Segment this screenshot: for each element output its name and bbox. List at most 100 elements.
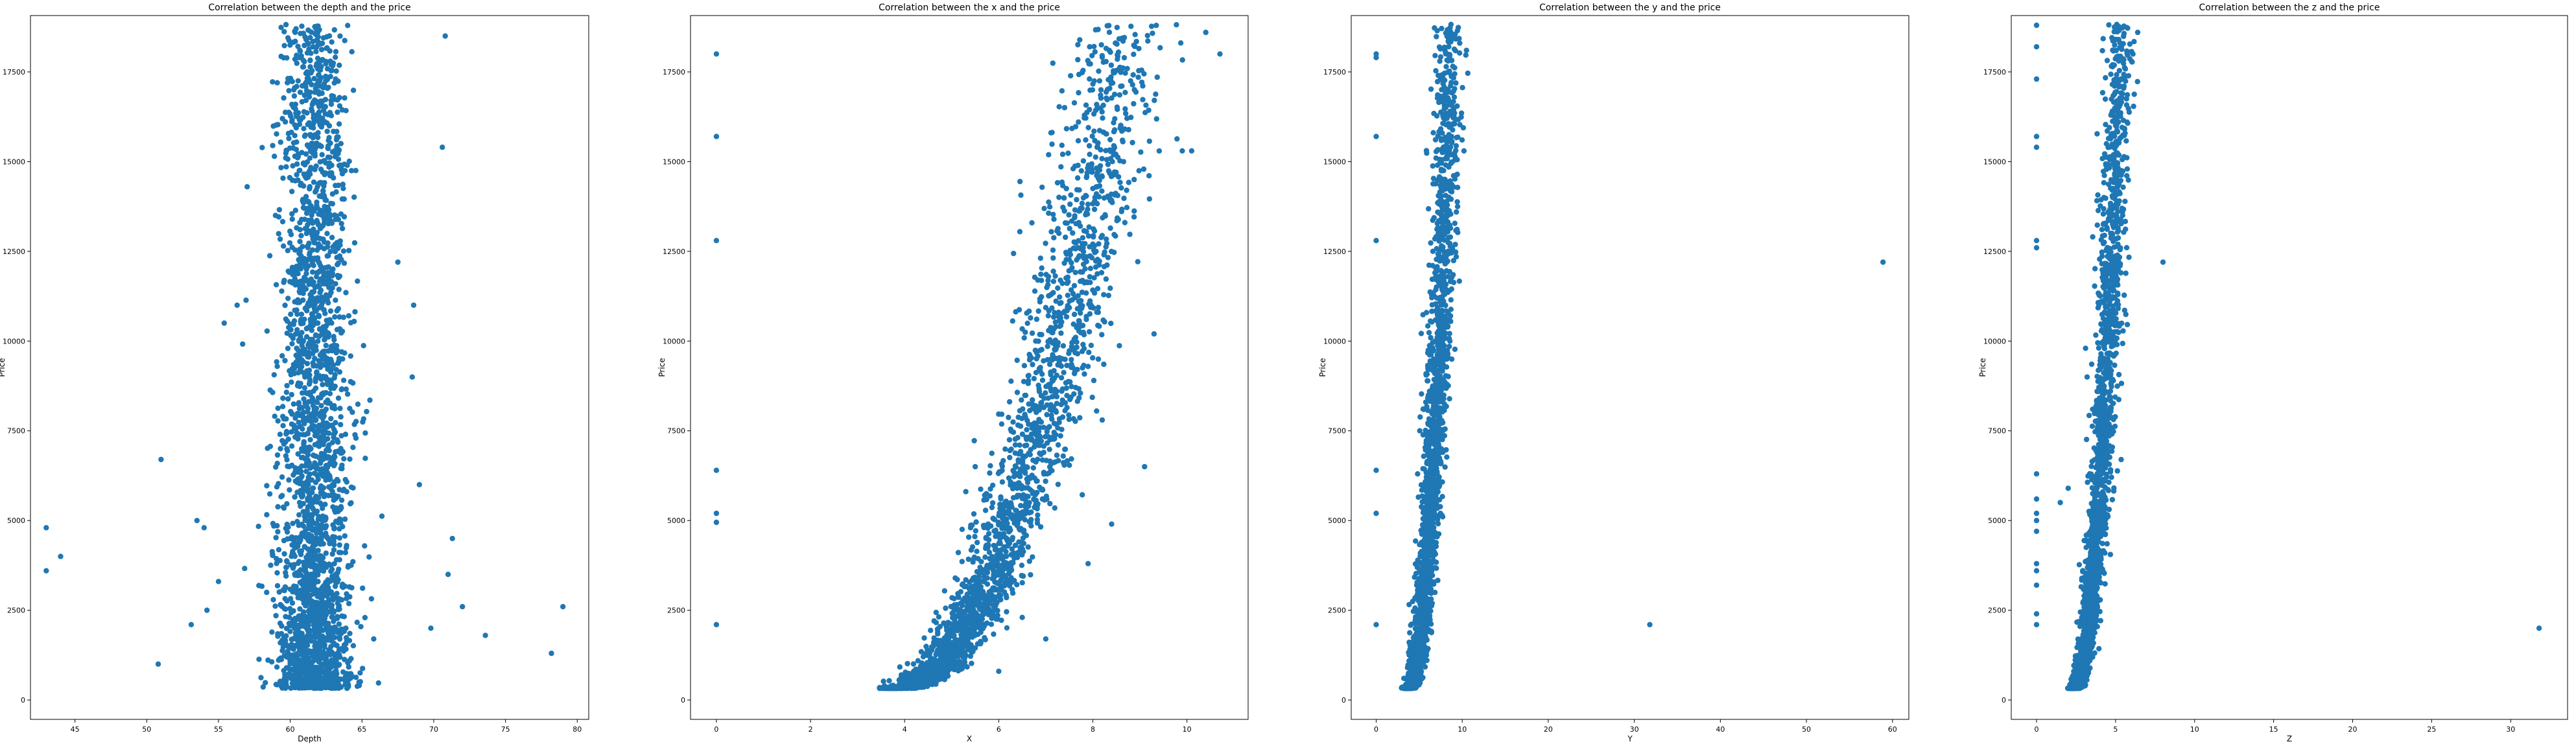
data-point (1067, 201, 1073, 207)
data-point (1047, 500, 1053, 507)
data-point (1046, 152, 1052, 157)
data-point (329, 39, 335, 45)
data-point (274, 484, 280, 490)
data-point (322, 644, 327, 650)
data-point (1056, 104, 1062, 110)
data-point (1052, 505, 1058, 511)
data-point (1019, 580, 1025, 586)
data-point (325, 630, 331, 636)
data-point (1078, 297, 1084, 304)
data-point (366, 554, 372, 560)
data-point (334, 327, 340, 332)
data-point (1061, 369, 1067, 375)
data-point (1049, 305, 1055, 311)
data-point (323, 61, 329, 67)
data-point (320, 349, 326, 355)
data-point (335, 246, 341, 251)
data-point (309, 82, 314, 87)
data-point (313, 493, 319, 500)
data-point (348, 320, 354, 326)
data-point (1051, 421, 1058, 426)
data-point (1067, 379, 1073, 385)
data-point (337, 273, 343, 279)
data-point (1019, 563, 1025, 568)
data-point (281, 95, 287, 101)
data-point (303, 635, 309, 641)
data-point (307, 563, 313, 568)
x-tick-label: 60 (286, 725, 295, 734)
data-point (1006, 399, 1013, 405)
data-point (276, 547, 282, 553)
data-point (1082, 240, 1088, 247)
data-point (974, 548, 980, 554)
data-point (1080, 329, 1087, 335)
data-point (1079, 349, 1085, 355)
data-point (296, 512, 302, 518)
outlier-point (442, 33, 448, 39)
data-point (916, 666, 923, 672)
data-point (292, 553, 298, 559)
data-point (344, 596, 349, 601)
data-point (294, 622, 300, 629)
data-point (303, 151, 309, 157)
data-point (1022, 517, 1028, 523)
data-point (337, 654, 343, 660)
data-point (1063, 234, 1069, 240)
data-point (1060, 204, 1066, 211)
data-point (328, 415, 334, 422)
data-point (279, 493, 285, 498)
data-point (350, 485, 356, 491)
data-point (998, 617, 1004, 623)
outlier-point (449, 535, 455, 542)
data-point (1098, 87, 1104, 93)
data-point (333, 557, 340, 563)
data-point (1050, 60, 1056, 66)
data-point (296, 400, 302, 406)
data-point (306, 476, 312, 482)
data-point (995, 522, 1002, 528)
data-point (322, 591, 328, 598)
data-point (287, 368, 292, 374)
data-point (1061, 462, 1067, 468)
data-point (301, 43, 307, 49)
data-point (333, 664, 340, 669)
data-point (1038, 438, 1045, 444)
data-point (1000, 507, 1006, 513)
data-point (301, 396, 307, 402)
data-point (289, 216, 295, 222)
data-point (1065, 279, 1071, 285)
data-point (1088, 342, 1094, 349)
data-point (303, 194, 309, 200)
data-point (311, 179, 317, 185)
data-point (305, 461, 311, 467)
data-point (324, 673, 330, 679)
data-point (321, 273, 327, 279)
data-point (1045, 338, 1051, 345)
data-point (348, 500, 354, 506)
data-point (349, 49, 355, 55)
data-point (333, 672, 339, 678)
data-point (297, 548, 303, 555)
data-point (308, 558, 314, 564)
data-point (349, 585, 355, 591)
data-point (285, 248, 290, 253)
data-point (306, 46, 312, 52)
data-point (338, 645, 344, 652)
data-point (324, 253, 330, 259)
data-point (297, 89, 303, 95)
data-point (348, 353, 353, 359)
data-point (329, 493, 335, 498)
data-point (317, 159, 323, 165)
data-point (983, 535, 989, 541)
data-point (316, 268, 323, 274)
data-point (326, 442, 332, 448)
data-point (341, 196, 347, 202)
data-point (1072, 213, 1078, 219)
data-point (1059, 179, 1065, 185)
data-point (314, 619, 320, 625)
data-point (331, 93, 337, 99)
data-point (1157, 45, 1163, 51)
data-point (289, 280, 295, 286)
data-point (287, 42, 293, 48)
data-point (1021, 378, 1027, 384)
